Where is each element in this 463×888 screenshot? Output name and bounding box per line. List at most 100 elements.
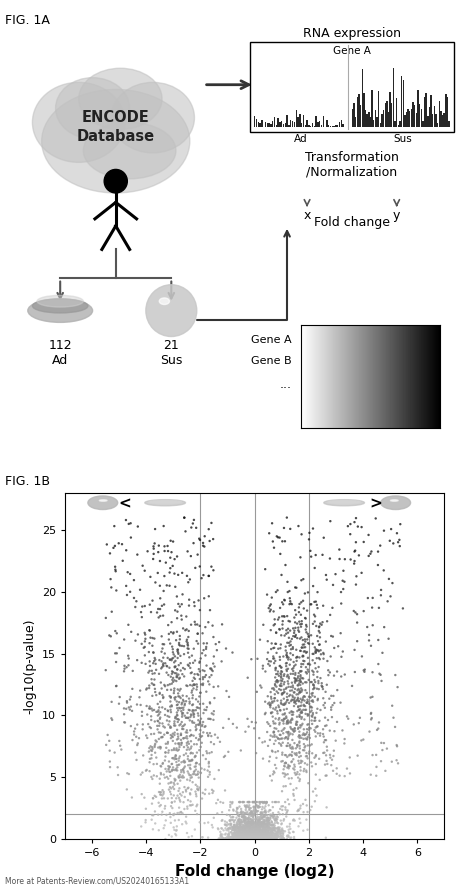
Point — [255, 821, 262, 835]
Point — [268, 831, 275, 845]
Point — [254, 830, 262, 844]
Point — [151, 738, 158, 752]
Point — [365, 527, 372, 542]
Point — [282, 627, 290, 641]
Point — [244, 829, 251, 843]
Point — [168, 545, 175, 559]
Point — [108, 711, 115, 725]
Point — [239, 805, 247, 819]
Point — [260, 821, 268, 836]
Bar — [308, 125, 310, 127]
Point — [184, 765, 191, 779]
Point — [254, 800, 262, 814]
Point — [255, 826, 262, 840]
Point — [170, 625, 177, 639]
Point — [266, 828, 273, 842]
Point — [295, 666, 302, 680]
Point — [243, 824, 250, 838]
Point — [238, 828, 245, 842]
Point — [314, 719, 321, 733]
Point — [313, 598, 320, 612]
Point — [245, 829, 252, 843]
Point — [237, 830, 244, 844]
Point — [155, 823, 163, 837]
Point — [250, 830, 258, 844]
Point — [308, 709, 315, 723]
Point — [346, 750, 353, 765]
Point — [228, 830, 236, 844]
Point — [295, 677, 303, 691]
Point — [343, 762, 350, 776]
Point — [159, 730, 166, 744]
Point — [246, 831, 253, 845]
Point — [246, 826, 253, 840]
Point — [251, 804, 259, 818]
Point — [233, 830, 240, 844]
Point — [285, 689, 293, 703]
Point — [272, 830, 280, 844]
Point — [284, 649, 291, 663]
Point — [308, 675, 315, 689]
Point — [180, 647, 188, 662]
Point — [240, 830, 248, 844]
Point — [250, 831, 257, 845]
Point — [262, 664, 269, 678]
Point — [230, 821, 237, 836]
Point — [308, 710, 316, 724]
Point — [256, 826, 263, 840]
Point — [294, 738, 301, 752]
Point — [239, 829, 246, 843]
Point — [174, 682, 181, 696]
Point — [225, 829, 233, 844]
Point — [264, 827, 272, 841]
Point — [249, 816, 256, 830]
Point — [279, 831, 287, 845]
Point — [159, 717, 166, 731]
Point — [322, 830, 330, 844]
Point — [148, 808, 156, 822]
Point — [147, 721, 155, 735]
Point — [243, 828, 250, 842]
Point — [250, 829, 257, 844]
Point — [279, 622, 286, 636]
Point — [260, 821, 267, 835]
Point — [162, 813, 169, 828]
Point — [256, 810, 263, 824]
Point — [297, 644, 305, 658]
Point — [236, 822, 244, 836]
Point — [365, 549, 372, 563]
Point — [283, 760, 291, 774]
Point — [302, 612, 309, 626]
Point — [262, 694, 269, 709]
Point — [249, 816, 257, 830]
Point — [339, 645, 346, 659]
Point — [259, 829, 267, 844]
Point — [375, 601, 382, 615]
Point — [266, 827, 274, 841]
Point — [311, 656, 319, 670]
Point — [181, 511, 188, 525]
Point — [341, 552, 349, 567]
Point — [229, 795, 236, 809]
Point — [301, 739, 309, 753]
Point — [265, 828, 272, 842]
Point — [275, 829, 282, 844]
Point — [146, 636, 153, 650]
Point — [166, 806, 174, 821]
Point — [375, 544, 382, 559]
Point — [287, 777, 294, 791]
Point — [244, 821, 252, 835]
Point — [314, 692, 322, 706]
Point — [180, 748, 188, 762]
Point — [272, 702, 279, 717]
Point — [274, 675, 281, 689]
Point — [221, 783, 229, 797]
Point — [250, 829, 257, 844]
Point — [150, 646, 157, 660]
Point — [196, 603, 204, 617]
Point — [166, 678, 174, 692]
Point — [240, 822, 248, 836]
Point — [139, 749, 147, 763]
Circle shape — [146, 285, 197, 337]
Point — [236, 809, 243, 823]
